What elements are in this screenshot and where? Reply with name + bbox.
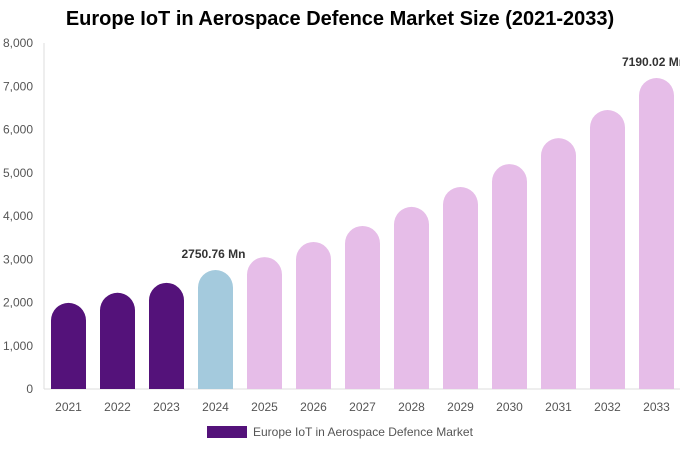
x-tick-label: 2032: [594, 400, 621, 414]
data-label-2024: 2750.76 Mn: [181, 247, 245, 261]
bar-2025: [247, 257, 282, 389]
x-tick-label: 2031: [545, 400, 572, 414]
bar-2032: [590, 110, 625, 389]
x-tick-label: 2025: [251, 400, 278, 414]
x-tick-label: 2027: [349, 400, 376, 414]
y-tick-label: 8,000: [3, 36, 33, 50]
bar-2021: [51, 302, 86, 389]
x-tick-label: 2026: [300, 400, 327, 414]
x-tick-label: 2022: [104, 400, 131, 414]
x-tick-label: 2021: [55, 400, 82, 414]
y-tick-label: 2,000: [3, 296, 33, 310]
data-label-2033: 7190.02 Mn: [622, 55, 680, 69]
y-tick-label: 0: [26, 382, 33, 396]
y-tick-label: 6,000: [3, 123, 33, 137]
x-tick-label: 2029: [447, 400, 474, 414]
y-tick-label: 1,000: [3, 339, 33, 353]
y-tick-label: 4,000: [3, 209, 33, 223]
bar-2027: [345, 225, 380, 389]
legend-label: Europe IoT in Aerospace Defence Market: [253, 425, 473, 439]
bar-2023: [149, 282, 184, 389]
x-tick-label: 2033: [643, 400, 670, 414]
x-tick-label: 2028: [398, 400, 425, 414]
bar-2026: [296, 241, 331, 389]
legend-swatch: [207, 426, 247, 438]
bar-2022: [100, 292, 135, 389]
bar-2024: [198, 270, 233, 389]
bar-2033: [639, 78, 674, 390]
x-tick-label: 2030: [496, 400, 523, 414]
x-tick-label: 2023: [153, 400, 180, 414]
bar-2030: [492, 164, 527, 389]
legend: Europe IoT in Aerospace Defence Market: [207, 425, 473, 439]
y-tick-label: 7,000: [3, 79, 33, 93]
bar-2031: [541, 138, 576, 389]
bar-2028: [394, 206, 429, 389]
chart-title: Europe IoT in Aerospace Defence Market S…: [65, 8, 615, 30]
y-tick-label: 3,000: [3, 252, 33, 266]
x-tick-label: 2024: [202, 400, 229, 414]
y-tick-label: 5,000: [3, 166, 33, 180]
bar-2029: [443, 187, 478, 389]
